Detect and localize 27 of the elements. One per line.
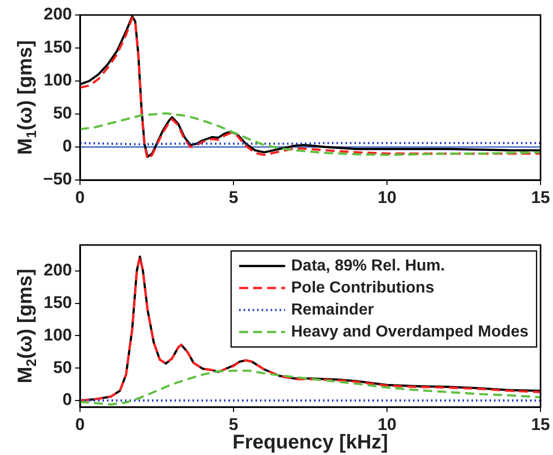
y-tick-label: 50: [53, 104, 72, 123]
y-tick-label: 0: [62, 136, 72, 156]
x-tick-label: 0: [75, 188, 85, 207]
legend-label: Data, 89% Rel. Hum.: [291, 257, 445, 274]
x-tick-label: 0: [75, 414, 85, 434]
x-tick-label: 10: [378, 414, 396, 434]
x-tick-label: 5: [228, 414, 238, 434]
x-tick-label: 15: [531, 188, 550, 207]
y-tick-label: 200: [44, 260, 72, 280]
x-axis-title: Frequency [kHz]: [232, 432, 388, 454]
y-tick-label: 100: [44, 325, 72, 344]
legend-label: Remainder: [291, 301, 374, 318]
y-tick-label: 100: [44, 70, 72, 90]
y-tick-label: 0: [62, 390, 72, 410]
legend-label: Pole Contributions: [291, 279, 434, 296]
x-tick-label: 5: [228, 188, 238, 207]
y-axis-title: M1(ω) [gms]: [14, 40, 39, 155]
legend-label: Heavy and Overdamped Modes: [291, 323, 529, 340]
line-series: [80, 112, 541, 156]
y-tick-label: −50: [43, 170, 72, 189]
y-tick-label: 150: [44, 38, 72, 57]
y-tick-label: 200: [44, 4, 72, 24]
x-tick-label: 10: [378, 188, 396, 207]
y-axis-title: M2(ω) [gms]: [14, 268, 39, 384]
x-tick-label: 15: [531, 414, 550, 434]
y-tick-label: 50: [53, 358, 72, 377]
y-tick-label: 150: [44, 293, 72, 312]
